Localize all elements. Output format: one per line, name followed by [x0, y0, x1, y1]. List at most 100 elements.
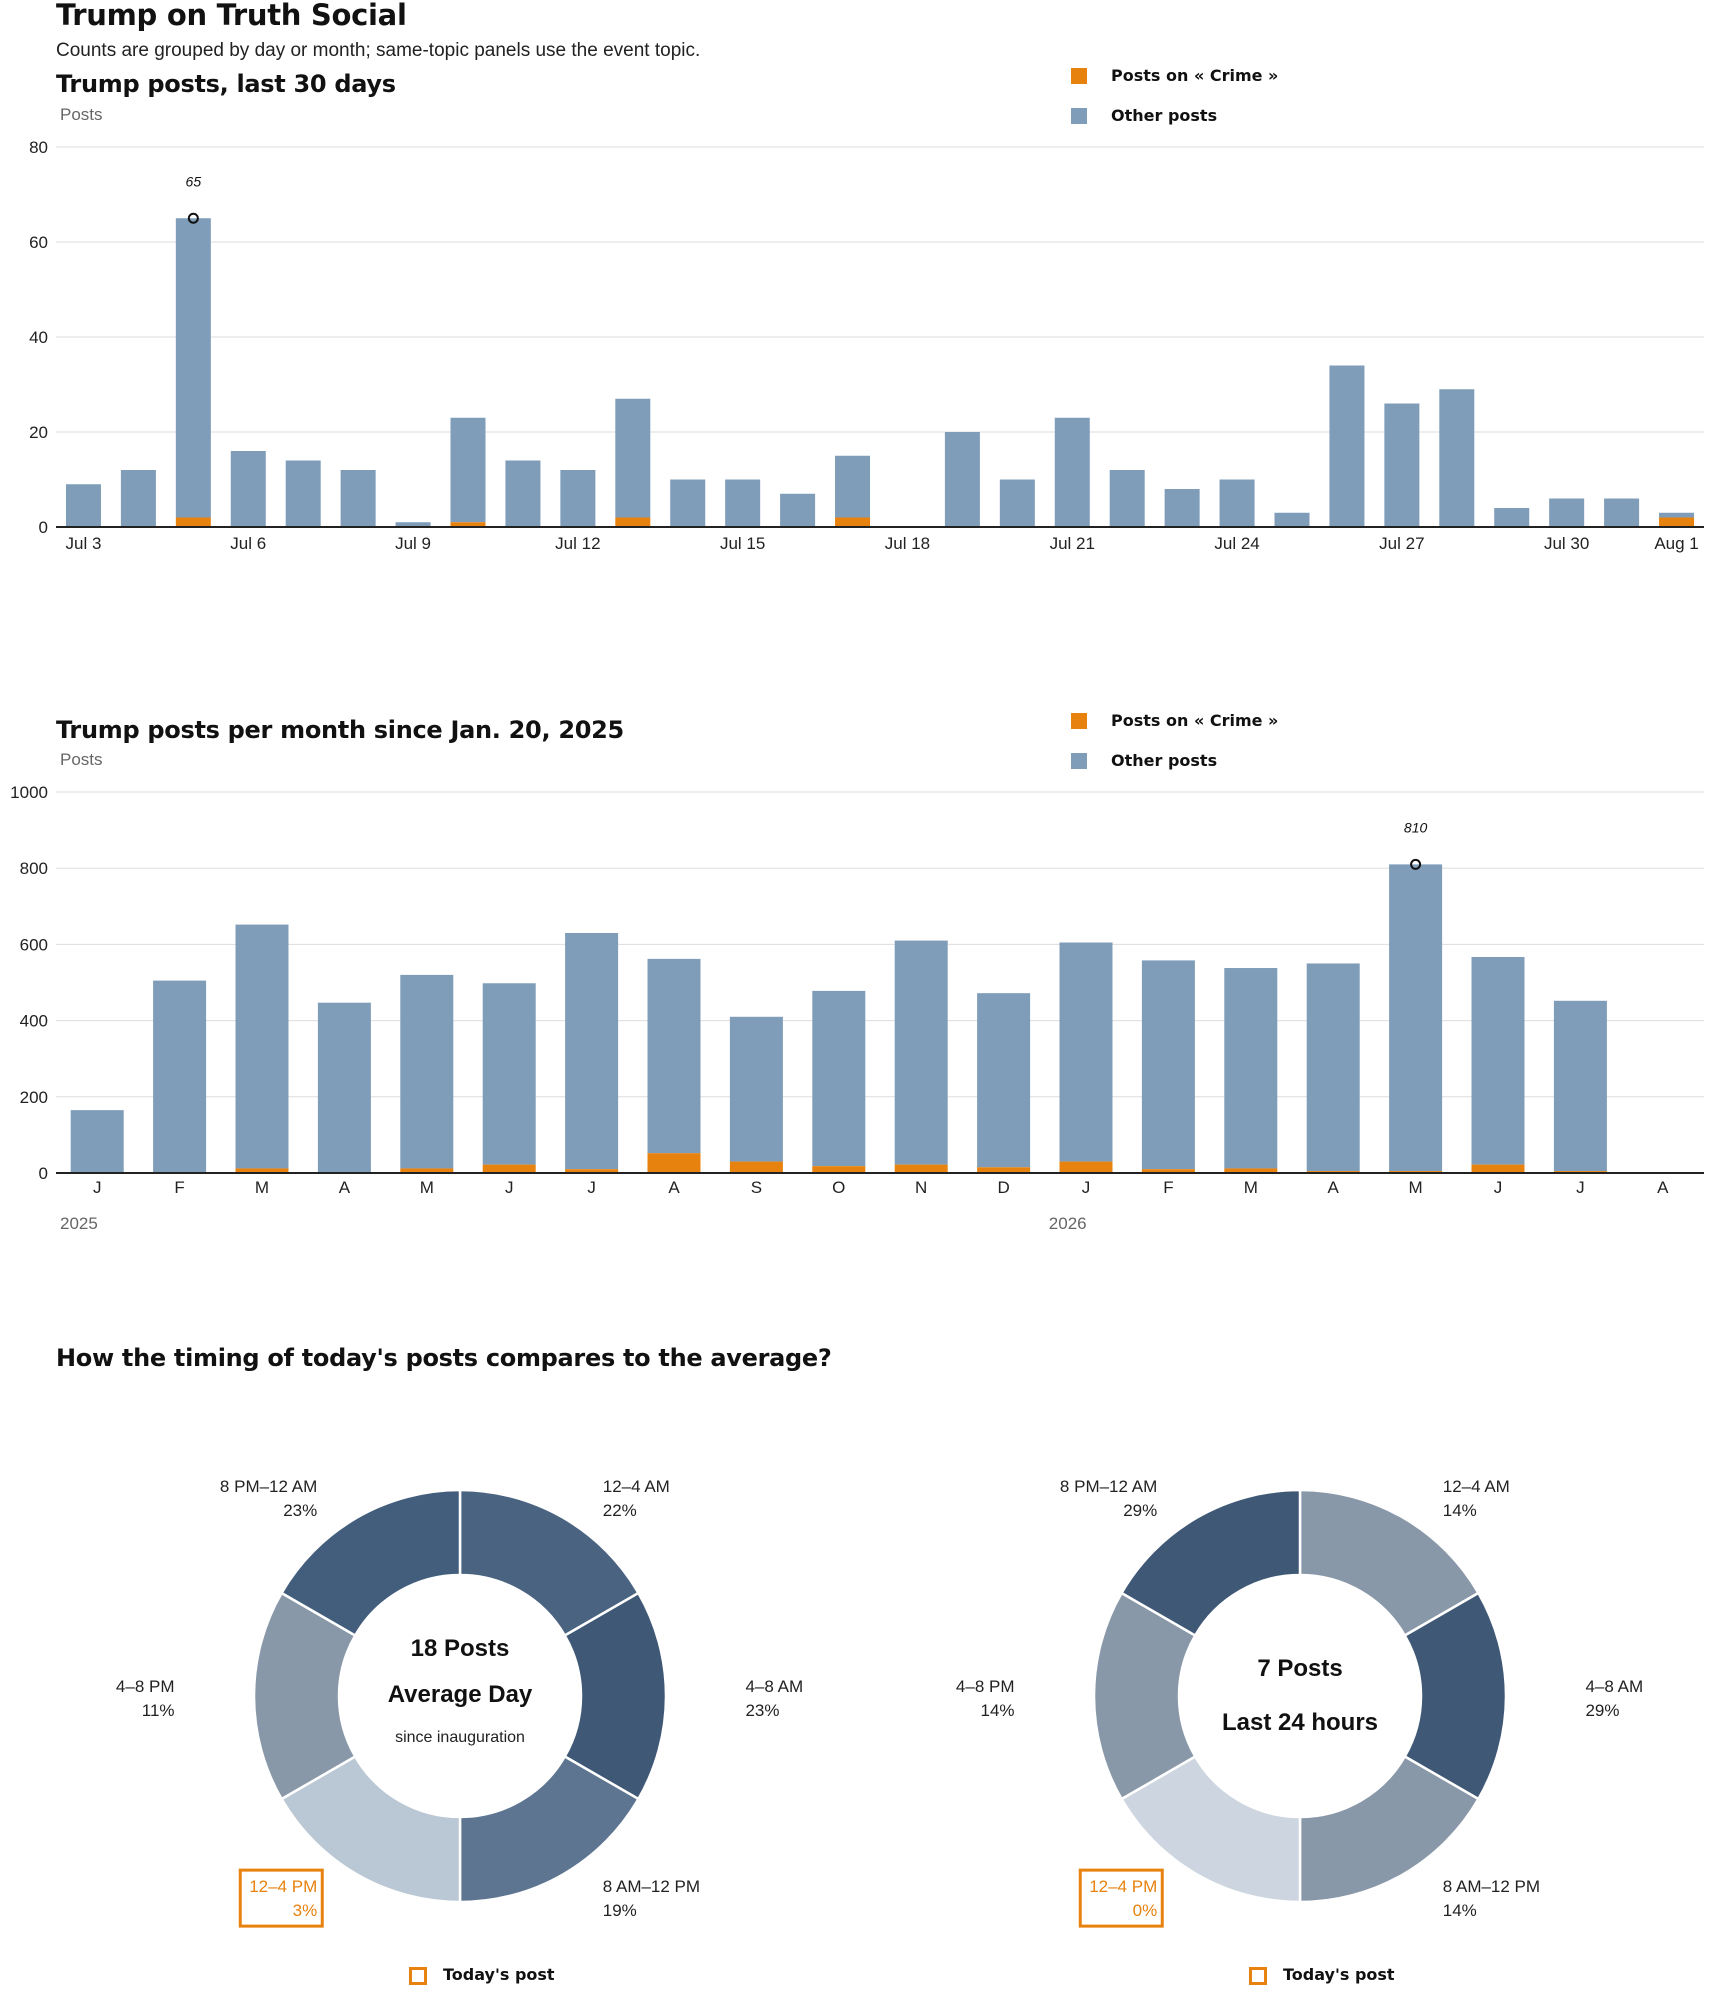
slice-label: 4–8 AM	[745, 1677, 803, 1696]
bar-other	[1141, 960, 1195, 1170]
bar-topic	[977, 1167, 1031, 1173]
last-24-hours-donut: 12–4 AM 14% 4–8 AM 29% 8 AM–12 PM 14% 12–4 PM 0…	[956, 1477, 1643, 1928]
daily-chart-title: Trump posts, last 30 days	[56, 70, 396, 98]
today-post-label: Today's post	[1283, 1965, 1395, 1984]
average-day-donut: 12–4 AM 22% 4–8 AM 23% 8 AM–12 PM 19% 12–4 PM 3…	[116, 1477, 803, 1928]
bar-other	[230, 451, 266, 527]
slice-label: 4–8 AM	[1585, 1677, 1643, 1696]
bar-other	[894, 940, 948, 1165]
bar-other	[65, 484, 101, 527]
bar-other	[835, 455, 871, 518]
bar-other	[729, 1016, 783, 1162]
bar-other	[1109, 470, 1145, 527]
bar-other	[647, 958, 701, 1154]
bar-other	[1219, 479, 1255, 527]
x-tick-label: Jul 6	[230, 534, 266, 553]
bar-topic	[1471, 1164, 1525, 1173]
bar-topic	[812, 1166, 866, 1173]
bar-other	[1494, 508, 1530, 527]
peak-label: 65	[186, 173, 202, 189]
bar-other	[944, 432, 980, 527]
bar-other	[1659, 512, 1695, 518]
today-post-swatch	[1249, 1967, 1267, 1985]
daily-posts-chart: 0 20 40 60 80 Jul 3 Jul 6 Jul 9 Jul 12 Jul 15 Jul …	[29, 138, 1704, 553]
peak-marker	[1410, 858, 1422, 870]
bar-other	[1471, 956, 1525, 1165]
x-tick-label: M	[1409, 1178, 1423, 1197]
donut-center-note: since inauguration	[395, 1729, 525, 1746]
slice-value: 22%	[603, 1501, 637, 1520]
slice-value: 14%	[1443, 1501, 1477, 1520]
x-tick-label: J	[1082, 1178, 1091, 1197]
bar-other	[1439, 389, 1475, 527]
page-subtitle: Counts are grouped by day or month; same…	[56, 40, 701, 61]
donut-center-title: Average Day	[388, 1681, 533, 1708]
bar-other	[1224, 968, 1278, 1169]
bar-topic	[450, 522, 486, 527]
y-tick-label: 40	[29, 328, 48, 347]
peak-label: 810	[1404, 819, 1428, 835]
y-tick-label: 600	[20, 935, 48, 954]
bar-other	[615, 398, 651, 518]
x-tick-label: A	[339, 1178, 351, 1197]
bar-topic	[400, 1168, 454, 1173]
x-tick-label: J	[93, 1178, 102, 1197]
y-tick-label: 80	[29, 138, 48, 157]
bar-other	[780, 493, 816, 527]
legend-swatch-topic	[1071, 713, 1087, 729]
x-tick-label: A	[668, 1178, 680, 1197]
legend-swatch-other	[1071, 753, 1087, 769]
y-tick-label: 800	[20, 859, 48, 878]
bar-other	[120, 470, 156, 527]
x-tick-label: M	[420, 1178, 434, 1197]
bar-other	[560, 470, 596, 527]
donut-center-title: Last 24 hours	[1222, 1709, 1378, 1736]
slice-label: 12–4 AM	[603, 1477, 670, 1496]
slice-value: 14%	[980, 1701, 1014, 1720]
today-post-swatch	[409, 1967, 427, 1985]
bar-other	[812, 990, 866, 1167]
slice-value: 29%	[1123, 1501, 1157, 1520]
bar-other	[482, 983, 536, 1165]
x-tick-label: J	[587, 1178, 596, 1197]
bar-other	[317, 1002, 371, 1173]
monthly-chart-title: Trump posts per month since Jan. 20, 202…	[56, 716, 624, 744]
x-tick-label: Jul 15	[720, 534, 765, 553]
pie-section-title: How the timing of today's posts compares…	[56, 1344, 832, 1372]
bar-other	[1329, 365, 1365, 527]
x-tick-label: J	[1576, 1178, 1585, 1197]
y-tick-label: 60	[29, 233, 48, 252]
slice-value: 23%	[283, 1501, 317, 1520]
bar-other	[1549, 498, 1585, 527]
bar-other	[565, 932, 619, 1170]
year-label: 2025	[60, 1214, 98, 1233]
x-tick-label: Jul 27	[1379, 534, 1424, 553]
monthly-posts-chart: 0 200 400 600 800 1000 J F M A M J J A S O N D J F M A M J J A 202…	[10, 783, 1704, 1233]
bar-other	[1389, 864, 1443, 1172]
donut-slice	[1403, 1591, 1508, 1801]
x-tick-label: Jul 3	[66, 534, 102, 553]
bar-other	[505, 460, 541, 527]
bar-topic	[615, 517, 651, 527]
bar-other	[153, 980, 207, 1173]
donut-slice	[279, 1488, 462, 1638]
bar-other	[340, 470, 376, 527]
bar-other	[235, 924, 289, 1169]
bar-topic	[1059, 1161, 1113, 1173]
legend-label-other: Other posts	[1111, 106, 1218, 125]
bar-topic	[894, 1164, 948, 1173]
y-tick-label: 1000	[10, 783, 48, 802]
bar-other	[1274, 512, 1310, 527]
slice-value: 0%	[1133, 1901, 1158, 1920]
donut-center-count: 18 Posts	[411, 1635, 510, 1662]
bar-topic	[1141, 1169, 1195, 1173]
y-tick-label: 20	[29, 423, 48, 442]
bar-topic	[647, 1153, 701, 1173]
bar-other	[400, 974, 454, 1169]
slice-label: 4–8 PM	[116, 1677, 175, 1696]
x-tick-label: M	[1244, 1178, 1258, 1197]
bar-other	[70, 1110, 124, 1173]
donut-slice	[252, 1591, 357, 1801]
slice-value: 3%	[293, 1901, 318, 1920]
